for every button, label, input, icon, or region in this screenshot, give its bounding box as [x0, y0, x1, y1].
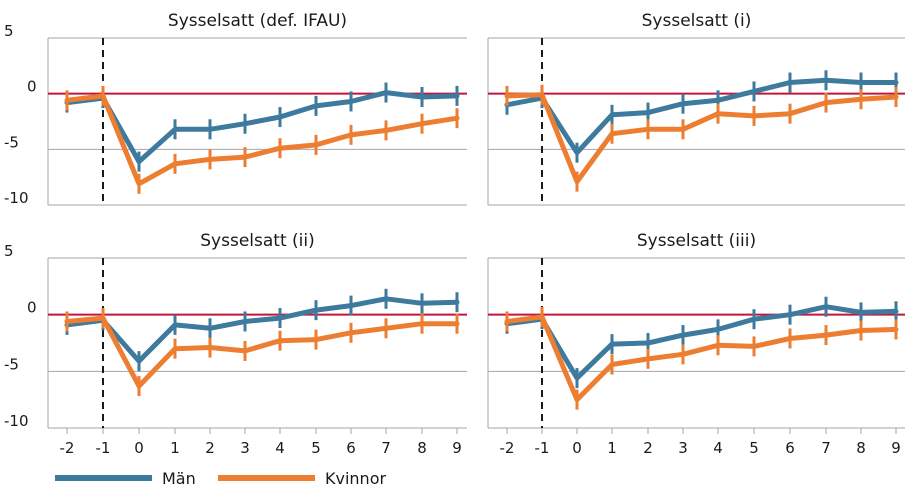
x-tick-label: 9 [891, 439, 901, 457]
x-tick-label: 2 [205, 439, 215, 457]
x-tick-label: 4 [275, 439, 285, 457]
x-tick-label: 6 [346, 439, 356, 457]
x-tick-label: -2 [500, 439, 515, 457]
x-tick-label: -1 [535, 439, 550, 457]
panel-3: Sysselsatt (ii)5-5-100-2 -1 0 1 2 3 4 5 6 7 8 9 [4, 231, 467, 457]
series-line-kvinnor [64, 93, 460, 187]
x-tick-label: -1 [96, 439, 111, 457]
y-tick-label: -5 [4, 133, 19, 151]
x-tick-label: 8 [856, 439, 866, 457]
x-tick-label: 3 [678, 439, 688, 457]
y-tick-label: -10 [4, 412, 29, 430]
panel-title: Sysselsatt (i) [642, 11, 752, 31]
x-tick-label: 8 [417, 439, 427, 457]
panel-1: Sysselsatt (def. IFAU) 5 -5 -10 0 [4, 11, 467, 207]
y-tick-label: 0 [27, 78, 37, 96]
panel-title: Sysselsatt (iii) [637, 231, 756, 251]
panel-2: Sysselsatt (i) [487, 11, 905, 206]
x-tick-label: 0 [134, 439, 144, 457]
y-tick-label: 5 [4, 22, 14, 40]
x-tick-label: 5 [311, 439, 321, 457]
y-tick-label: 0 [27, 299, 37, 317]
panel-4: Sysselsatt (iii) -2 -1 0 1 2 3 4 5 6 7 8 9 [487, 231, 905, 457]
series-line-kvinnor [64, 315, 460, 389]
series-line-kvinnor [504, 92, 899, 185]
series-line-man [64, 296, 460, 364]
x-tick-label: 4 [713, 439, 723, 457]
x-tick-label: 5 [749, 439, 759, 457]
x-tick-label: 2 [643, 439, 653, 457]
x-tick-label: 7 [821, 439, 831, 457]
legend: Män Kvinnor [55, 469, 386, 488]
x-tick-label: 1 [170, 439, 180, 457]
series-line-man [64, 90, 460, 165]
x-tick-label: 3 [240, 439, 250, 457]
y-tick-label: 5 [4, 242, 14, 260]
x-tick-label: 9 [452, 439, 462, 457]
legend-label: Kvinnor [325, 469, 386, 486]
y-tick-label: -5 [4, 355, 19, 373]
x-tick-label: 0 [572, 439, 582, 457]
x-tick-label: 6 [785, 439, 795, 457]
series-line-kvinnor [504, 314, 899, 403]
y-tick-label: -10 [4, 189, 29, 207]
x-tick-label: 1 [607, 439, 617, 457]
series-line-man [504, 77, 899, 156]
panel-title: Sysselsatt (def. IFAU) [168, 11, 347, 31]
series-line-man [504, 304, 899, 381]
x-tick-label: 7 [381, 439, 391, 457]
x-tick-label: -2 [60, 439, 75, 457]
panel-title: Sysselsatt (ii) [200, 231, 314, 251]
legend-label: Män [162, 469, 196, 486]
